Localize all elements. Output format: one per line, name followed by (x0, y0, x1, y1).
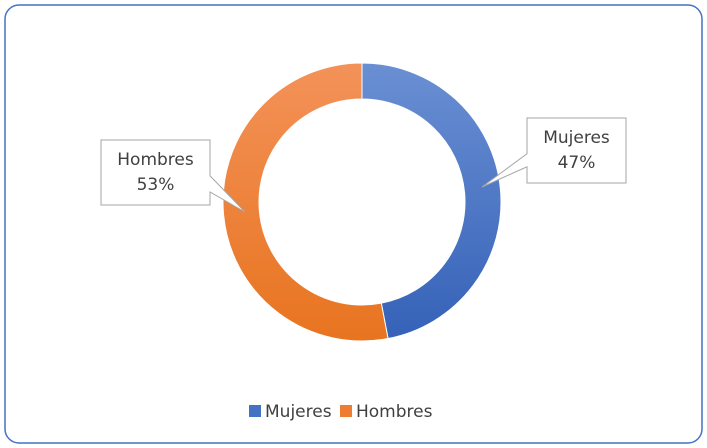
legend-label: Mujeres (265, 402, 332, 422)
data-label-name: Mujeres (543, 128, 610, 148)
data-label-value: 47% (558, 153, 596, 173)
data-label-box (481, 117, 627, 188)
data-label-value: 53% (137, 175, 175, 195)
legend-label: Hombres (356, 402, 433, 422)
legend-swatch (249, 405, 261, 417)
donut-slice (222, 62, 389, 342)
data-label-box (100, 139, 246, 213)
data-label-name: Hombres (117, 150, 194, 170)
legend-swatch (340, 405, 352, 417)
donut-slice (361, 62, 502, 340)
chart-border (4, 4, 703, 444)
